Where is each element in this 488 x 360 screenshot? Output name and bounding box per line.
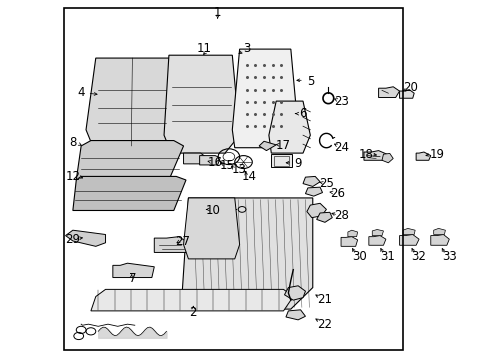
Text: 28: 28 xyxy=(334,210,349,222)
Polygon shape xyxy=(163,55,239,153)
Text: 13: 13 xyxy=(231,163,245,176)
Bar xyxy=(271,154,291,167)
Polygon shape xyxy=(306,203,326,218)
Polygon shape xyxy=(183,153,205,164)
Bar xyxy=(64,8,402,350)
Text: 9: 9 xyxy=(294,157,301,170)
Text: 33: 33 xyxy=(441,249,456,262)
Polygon shape xyxy=(433,228,445,234)
Polygon shape xyxy=(340,237,357,246)
Text: 30: 30 xyxy=(351,249,366,262)
Polygon shape xyxy=(268,101,310,153)
Text: 7: 7 xyxy=(128,272,136,285)
Text: 21: 21 xyxy=(317,293,332,306)
Polygon shape xyxy=(285,310,305,320)
Text: 24: 24 xyxy=(334,141,349,154)
Polygon shape xyxy=(363,150,386,160)
Polygon shape xyxy=(368,235,385,245)
Bar xyxy=(273,156,289,166)
Polygon shape xyxy=(232,49,298,148)
Text: 32: 32 xyxy=(411,249,426,262)
Polygon shape xyxy=(402,228,414,234)
Text: 15: 15 xyxy=(220,159,234,172)
Text: 18: 18 xyxy=(358,148,373,161)
Text: 11: 11 xyxy=(197,41,212,54)
Polygon shape xyxy=(86,58,176,148)
Polygon shape xyxy=(381,153,392,163)
Text: 29: 29 xyxy=(65,233,80,246)
Text: 31: 31 xyxy=(379,249,394,262)
Bar xyxy=(203,205,232,213)
Polygon shape xyxy=(259,141,276,150)
Polygon shape xyxy=(378,87,399,98)
Polygon shape xyxy=(199,156,220,165)
Polygon shape xyxy=(347,230,357,237)
Text: 3: 3 xyxy=(243,41,250,54)
Text: 6: 6 xyxy=(299,107,306,120)
Text: 5: 5 xyxy=(306,75,313,88)
Text: 23: 23 xyxy=(334,95,349,108)
Polygon shape xyxy=(399,234,418,245)
Text: 20: 20 xyxy=(402,81,417,94)
Text: 25: 25 xyxy=(318,177,333,190)
Text: 27: 27 xyxy=(175,235,190,248)
Text: 10: 10 xyxy=(205,204,220,217)
Text: 8: 8 xyxy=(69,136,77,149)
Polygon shape xyxy=(316,212,331,222)
Polygon shape xyxy=(371,229,383,235)
Text: 22: 22 xyxy=(317,318,332,331)
Text: 2: 2 xyxy=(189,306,197,319)
Text: 1: 1 xyxy=(213,6,221,19)
Polygon shape xyxy=(91,289,293,311)
Polygon shape xyxy=(415,152,430,160)
Polygon shape xyxy=(303,176,320,186)
Polygon shape xyxy=(76,140,183,180)
Text: 12: 12 xyxy=(65,170,80,183)
Polygon shape xyxy=(113,263,154,278)
Text: 17: 17 xyxy=(275,139,290,152)
Polygon shape xyxy=(65,230,105,246)
Polygon shape xyxy=(181,198,312,309)
Polygon shape xyxy=(305,187,322,196)
Polygon shape xyxy=(399,90,413,98)
Text: 16: 16 xyxy=(207,156,223,168)
Polygon shape xyxy=(73,176,185,211)
Text: 14: 14 xyxy=(242,170,256,183)
Polygon shape xyxy=(183,198,239,259)
Text: 26: 26 xyxy=(329,187,344,200)
Text: 19: 19 xyxy=(429,148,444,161)
Text: 4: 4 xyxy=(77,86,85,99)
Polygon shape xyxy=(154,237,188,252)
Polygon shape xyxy=(430,234,448,245)
Polygon shape xyxy=(284,286,305,300)
